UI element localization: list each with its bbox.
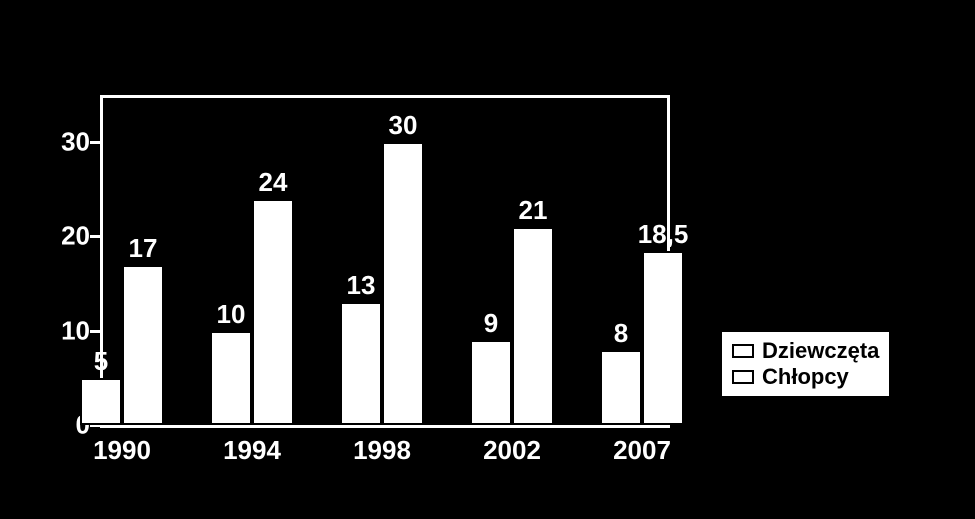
x-tick-label: 1998: [353, 435, 411, 466]
x-tick-label: 2007: [613, 435, 671, 466]
legend-item-dziewczeta: Dziewczęta: [732, 338, 879, 364]
y-tick-label: 10: [40, 315, 90, 346]
bar: [600, 350, 642, 425]
legend-label: Dziewczęta: [762, 338, 879, 364]
bar-value-label: 24: [259, 167, 288, 198]
y-tick-label: 20: [40, 221, 90, 252]
bar: [210, 331, 252, 425]
y-tick-label: 30: [40, 127, 90, 158]
x-tick-label: 1994: [223, 435, 281, 466]
bar-value-label: 10: [217, 299, 246, 330]
legend-label: Chłopcy: [762, 364, 849, 390]
bar: [512, 227, 554, 425]
bar-value-label: 30: [389, 110, 418, 141]
bar-value-label: 18,5: [638, 219, 689, 250]
y-tick-mark: [90, 141, 102, 144]
legend: Dziewczęta Chłopcy: [720, 330, 891, 398]
legend-swatch-icon: [732, 344, 754, 358]
legend-item-chlopcy: Chłopcy: [732, 364, 879, 390]
bar: [122, 265, 164, 425]
bar: [252, 199, 294, 425]
y-tick-mark: [90, 330, 102, 333]
bar-value-label: 5: [94, 346, 108, 377]
x-axis-line: [100, 425, 670, 428]
bar: [340, 302, 382, 425]
bar-value-label: 8: [614, 318, 628, 349]
y-tick-mark: [90, 235, 102, 238]
bar-value-label: 21: [519, 195, 548, 226]
bar-value-label: 17: [129, 233, 158, 264]
bar: [642, 251, 684, 425]
bar-value-label: 13: [347, 270, 376, 301]
chart-canvas: 0102030 19901994199820022007 51710241330…: [0, 0, 975, 519]
x-tick-label: 2002: [483, 435, 541, 466]
bar: [80, 378, 122, 425]
bar: [470, 340, 512, 425]
bar: [382, 142, 424, 425]
bar-value-label: 9: [484, 308, 498, 339]
legend-swatch-icon: [732, 370, 754, 384]
x-tick-label: 1990: [93, 435, 151, 466]
